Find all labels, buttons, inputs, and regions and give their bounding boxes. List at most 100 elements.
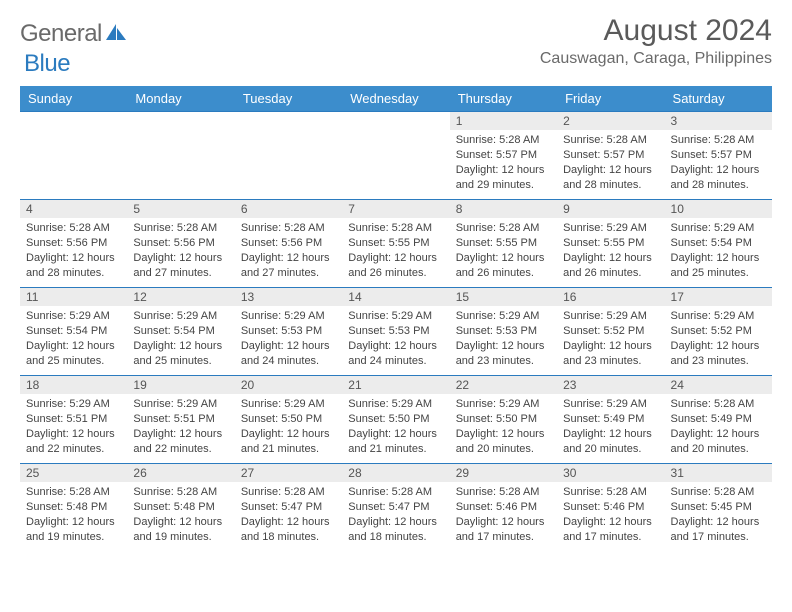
day-number: 11 (20, 288, 127, 306)
calendar-day-cell: 25Sunrise: 5:28 AMSunset: 5:48 PMDayligh… (20, 464, 127, 552)
day-header: Friday (557, 86, 664, 112)
calendar-day-cell: 12Sunrise: 5:29 AMSunset: 5:54 PMDayligh… (127, 288, 234, 376)
calendar-day-cell: 19Sunrise: 5:29 AMSunset: 5:51 PMDayligh… (127, 376, 234, 464)
day-number: 3 (665, 112, 772, 130)
calendar-day-cell: 9Sunrise: 5:29 AMSunset: 5:55 PMDaylight… (557, 200, 664, 288)
day-number: 5 (127, 200, 234, 218)
title-block: August 2024 Causwagan, Caraga, Philippin… (540, 14, 772, 68)
day-number: 25 (20, 464, 127, 482)
day-body: Sunrise: 5:28 AMSunset: 5:49 PMDaylight:… (665, 394, 772, 460)
day-body: Sunrise: 5:28 AMSunset: 5:57 PMDaylight:… (450, 130, 557, 196)
day-body: Sunrise: 5:29 AMSunset: 5:51 PMDaylight:… (20, 394, 127, 460)
logo-text-blue: Blue (24, 50, 70, 77)
day-body: Sunrise: 5:28 AMSunset: 5:57 PMDaylight:… (557, 130, 664, 196)
day-number: 23 (557, 376, 664, 394)
calendar-week-row: 18Sunrise: 5:29 AMSunset: 5:51 PMDayligh… (20, 376, 772, 464)
day-number: 6 (235, 200, 342, 218)
day-number: 17 (665, 288, 772, 306)
day-number: 12 (127, 288, 234, 306)
logo: General (20, 20, 130, 48)
day-header: Thursday (450, 86, 557, 112)
calendar-day-cell: 21Sunrise: 5:29 AMSunset: 5:50 PMDayligh… (342, 376, 449, 464)
day-number: 29 (450, 464, 557, 482)
calendar-day-cell: 28Sunrise: 5:28 AMSunset: 5:47 PMDayligh… (342, 464, 449, 552)
calendar-day-cell: 20Sunrise: 5:29 AMSunset: 5:50 PMDayligh… (235, 376, 342, 464)
calendar-day-cell: 11Sunrise: 5:29 AMSunset: 5:54 PMDayligh… (20, 288, 127, 376)
day-number: 30 (557, 464, 664, 482)
day-number: 1 (450, 112, 557, 130)
day-header: Saturday (665, 86, 772, 112)
day-body: Sunrise: 5:28 AMSunset: 5:46 PMDaylight:… (557, 482, 664, 548)
day-header: Tuesday (235, 86, 342, 112)
calendar-header-row: SundayMondayTuesdayWednesdayThursdayFrid… (20, 86, 772, 112)
day-body: Sunrise: 5:29 AMSunset: 5:51 PMDaylight:… (127, 394, 234, 460)
day-body: Sunrise: 5:28 AMSunset: 5:45 PMDaylight:… (665, 482, 772, 548)
calendar-day-cell: 15Sunrise: 5:29 AMSunset: 5:53 PMDayligh… (450, 288, 557, 376)
day-body: Sunrise: 5:29 AMSunset: 5:50 PMDaylight:… (450, 394, 557, 460)
day-body: Sunrise: 5:28 AMSunset: 5:56 PMDaylight:… (20, 218, 127, 284)
day-number: 2 (557, 112, 664, 130)
calendar-week-row: 25Sunrise: 5:28 AMSunset: 5:48 PMDayligh… (20, 464, 772, 552)
day-number: 24 (665, 376, 772, 394)
calendar-day-cell (342, 112, 449, 200)
calendar-day-cell (20, 112, 127, 200)
calendar-day-cell (127, 112, 234, 200)
day-body: Sunrise: 5:28 AMSunset: 5:47 PMDaylight:… (342, 482, 449, 548)
calendar-day-cell: 3Sunrise: 5:28 AMSunset: 5:57 PMDaylight… (665, 112, 772, 200)
calendar-day-cell: 22Sunrise: 5:29 AMSunset: 5:50 PMDayligh… (450, 376, 557, 464)
day-number: 7 (342, 200, 449, 218)
day-body: Sunrise: 5:28 AMSunset: 5:47 PMDaylight:… (235, 482, 342, 548)
day-body: Sunrise: 5:29 AMSunset: 5:54 PMDaylight:… (127, 306, 234, 372)
day-body: Sunrise: 5:28 AMSunset: 5:55 PMDaylight:… (450, 218, 557, 284)
calendar-day-cell: 17Sunrise: 5:29 AMSunset: 5:52 PMDayligh… (665, 288, 772, 376)
day-number: 31 (665, 464, 772, 482)
day-body: Sunrise: 5:29 AMSunset: 5:55 PMDaylight:… (557, 218, 664, 284)
day-body: Sunrise: 5:28 AMSunset: 5:56 PMDaylight:… (127, 218, 234, 284)
day-body: Sunrise: 5:29 AMSunset: 5:53 PMDaylight:… (342, 306, 449, 372)
day-body: Sunrise: 5:28 AMSunset: 5:55 PMDaylight:… (342, 218, 449, 284)
day-body: Sunrise: 5:29 AMSunset: 5:53 PMDaylight:… (450, 306, 557, 372)
calendar-day-cell: 26Sunrise: 5:28 AMSunset: 5:48 PMDayligh… (127, 464, 234, 552)
day-body: Sunrise: 5:29 AMSunset: 5:52 PMDaylight:… (665, 306, 772, 372)
calendar-day-cell: 29Sunrise: 5:28 AMSunset: 5:46 PMDayligh… (450, 464, 557, 552)
calendar-day-cell: 1Sunrise: 5:28 AMSunset: 5:57 PMDaylight… (450, 112, 557, 200)
day-body: Sunrise: 5:29 AMSunset: 5:50 PMDaylight:… (342, 394, 449, 460)
day-body: Sunrise: 5:29 AMSunset: 5:50 PMDaylight:… (235, 394, 342, 460)
calendar-day-cell: 23Sunrise: 5:29 AMSunset: 5:49 PMDayligh… (557, 376, 664, 464)
calendar-day-cell: 6Sunrise: 5:28 AMSunset: 5:56 PMDaylight… (235, 200, 342, 288)
day-number: 20 (235, 376, 342, 394)
day-body: Sunrise: 5:29 AMSunset: 5:54 PMDaylight:… (20, 306, 127, 372)
calendar-week-row: 1Sunrise: 5:28 AMSunset: 5:57 PMDaylight… (20, 112, 772, 200)
day-body: Sunrise: 5:28 AMSunset: 5:48 PMDaylight:… (20, 482, 127, 548)
day-number: 19 (127, 376, 234, 394)
day-body: Sunrise: 5:28 AMSunset: 5:57 PMDaylight:… (665, 130, 772, 196)
logo-sail-icon (106, 22, 128, 47)
day-body: Sunrise: 5:29 AMSunset: 5:49 PMDaylight:… (557, 394, 664, 460)
day-number: 14 (342, 288, 449, 306)
calendar-day-cell: 14Sunrise: 5:29 AMSunset: 5:53 PMDayligh… (342, 288, 449, 376)
day-number: 22 (450, 376, 557, 394)
calendar-day-cell: 24Sunrise: 5:28 AMSunset: 5:49 PMDayligh… (665, 376, 772, 464)
calendar-day-cell (235, 112, 342, 200)
calendar-day-cell: 27Sunrise: 5:28 AMSunset: 5:47 PMDayligh… (235, 464, 342, 552)
location: Causwagan, Caraga, Philippines (540, 50, 772, 68)
day-body: Sunrise: 5:28 AMSunset: 5:48 PMDaylight:… (127, 482, 234, 548)
day-number: 9 (557, 200, 664, 218)
day-number: 21 (342, 376, 449, 394)
calendar-day-cell: 18Sunrise: 5:29 AMSunset: 5:51 PMDayligh… (20, 376, 127, 464)
day-body: Sunrise: 5:29 AMSunset: 5:52 PMDaylight:… (557, 306, 664, 372)
day-number: 16 (557, 288, 664, 306)
calendar-day-cell: 2Sunrise: 5:28 AMSunset: 5:57 PMDaylight… (557, 112, 664, 200)
day-number: 26 (127, 464, 234, 482)
day-body: Sunrise: 5:28 AMSunset: 5:46 PMDaylight:… (450, 482, 557, 548)
day-header: Monday (127, 86, 234, 112)
calendar-day-cell: 7Sunrise: 5:28 AMSunset: 5:55 PMDaylight… (342, 200, 449, 288)
calendar-day-cell: 13Sunrise: 5:29 AMSunset: 5:53 PMDayligh… (235, 288, 342, 376)
day-number: 13 (235, 288, 342, 306)
calendar-day-cell: 4Sunrise: 5:28 AMSunset: 5:56 PMDaylight… (20, 200, 127, 288)
calendar-day-cell: 5Sunrise: 5:28 AMSunset: 5:56 PMDaylight… (127, 200, 234, 288)
day-number: 8 (450, 200, 557, 218)
day-body: Sunrise: 5:29 AMSunset: 5:54 PMDaylight:… (665, 218, 772, 284)
day-number: 28 (342, 464, 449, 482)
day-number: 4 (20, 200, 127, 218)
